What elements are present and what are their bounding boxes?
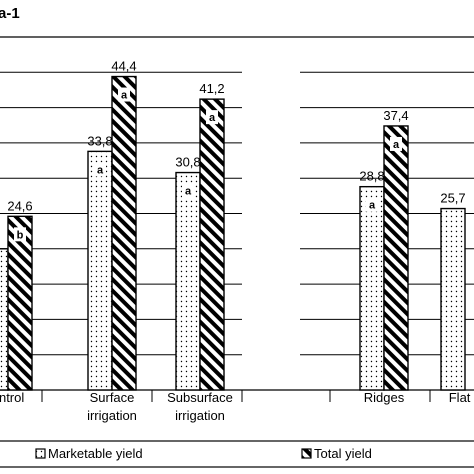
data-label: 24,6 bbox=[7, 198, 32, 213]
letter-background bbox=[206, 110, 218, 125]
significance-letter: b bbox=[17, 229, 24, 241]
data-label: 33,8 bbox=[87, 133, 112, 148]
bar-total bbox=[383, 125, 409, 391]
significance-letter: a bbox=[393, 139, 400, 151]
data-label: 25,7 bbox=[440, 191, 465, 206]
letter-background bbox=[366, 197, 378, 212]
significance-letter: a bbox=[209, 112, 216, 124]
significance-letter: a bbox=[369, 200, 376, 212]
bar-marketable bbox=[440, 207, 466, 391]
letter-background bbox=[182, 183, 194, 198]
category-label: Surface bbox=[90, 390, 135, 405]
category-label: Ridges bbox=[364, 390, 405, 405]
plot-area: 24,6 b ontrol 33,8 a 44,4 a Surface irrigation 30… bbox=[0, 36, 474, 423]
data-label: 44,4 bbox=[111, 59, 136, 74]
bar-total bbox=[199, 98, 225, 391]
category-label: ontrol bbox=[0, 390, 24, 405]
legend-label: Marketable yield bbox=[48, 446, 143, 461]
bar-total bbox=[111, 75, 137, 391]
legend-label: Total yield bbox=[314, 446, 372, 461]
letter-background bbox=[118, 87, 130, 102]
bar-total bbox=[7, 215, 33, 391]
legend-swatch bbox=[301, 448, 312, 459]
legend-swatch bbox=[35, 448, 46, 459]
data-label: 41,2 bbox=[199, 81, 224, 96]
significance-letter: a bbox=[185, 186, 192, 198]
data-label: 37,4 bbox=[383, 108, 408, 123]
bar-marketable bbox=[359, 185, 385, 391]
letter-background bbox=[14, 227, 26, 242]
significance-letter: a bbox=[97, 164, 104, 176]
category-label: irrigation bbox=[175, 408, 225, 423]
category-label: Subsurface bbox=[167, 390, 233, 405]
category-label: Flat g bbox=[449, 390, 474, 405]
letter-background bbox=[94, 162, 106, 177]
legend-box bbox=[0, 440, 474, 468]
chart-title: a-1 bbox=[0, 5, 20, 22]
letter-background bbox=[390, 136, 402, 151]
legend: Marketable yield Total yield bbox=[0, 440, 474, 468]
category-label: irrigation bbox=[87, 408, 137, 423]
significance-letter: a bbox=[121, 90, 128, 102]
data-label: 30,8 bbox=[175, 155, 200, 170]
bar-marketable bbox=[175, 171, 201, 391]
bar-marketable bbox=[87, 150, 113, 391]
bar-marketable bbox=[0, 248, 9, 391]
data-label: 28,8 bbox=[359, 169, 384, 184]
